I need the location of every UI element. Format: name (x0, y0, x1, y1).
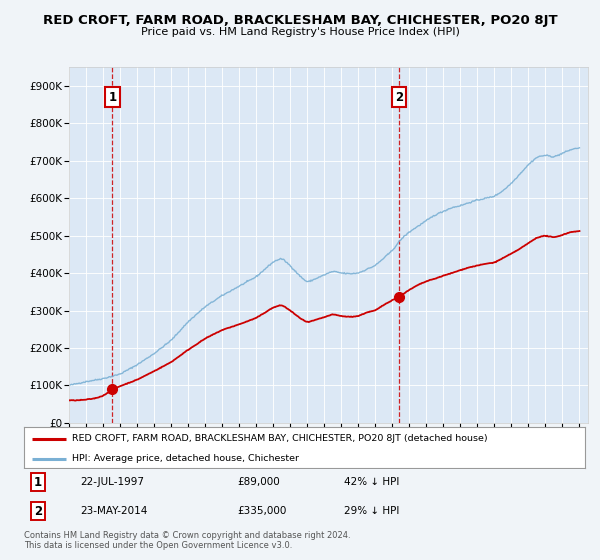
Text: 1: 1 (34, 475, 42, 488)
Text: RED CROFT, FARM ROAD, BRACKLESHAM BAY, CHICHESTER, PO20 8JT: RED CROFT, FARM ROAD, BRACKLESHAM BAY, C… (43, 14, 557, 27)
Text: £335,000: £335,000 (237, 506, 287, 516)
Text: 22-JUL-1997: 22-JUL-1997 (80, 477, 144, 487)
Text: £89,000: £89,000 (237, 477, 280, 487)
Text: 2: 2 (395, 91, 403, 104)
Text: 42% ↓ HPI: 42% ↓ HPI (344, 477, 399, 487)
Text: 2: 2 (34, 505, 42, 517)
Text: HPI: Average price, detached house, Chichester: HPI: Average price, detached house, Chic… (71, 454, 299, 463)
Text: Price paid vs. HM Land Registry's House Price Index (HPI): Price paid vs. HM Land Registry's House … (140, 27, 460, 37)
Text: 1: 1 (109, 91, 116, 104)
Text: RED CROFT, FARM ROAD, BRACKLESHAM BAY, CHICHESTER, PO20 8JT (detached house): RED CROFT, FARM ROAD, BRACKLESHAM BAY, C… (71, 434, 487, 443)
Text: 29% ↓ HPI: 29% ↓ HPI (344, 506, 399, 516)
Text: Contains HM Land Registry data © Crown copyright and database right 2024.
This d: Contains HM Land Registry data © Crown c… (24, 531, 350, 550)
Text: 23-MAY-2014: 23-MAY-2014 (80, 506, 148, 516)
